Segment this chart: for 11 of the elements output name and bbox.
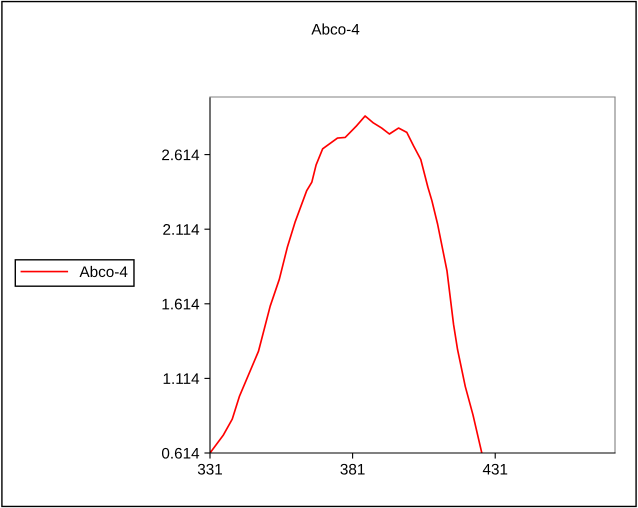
line-series bbox=[210, 115, 483, 453]
x-tick-label: 331 bbox=[198, 464, 222, 475]
x-tick-label: 431 bbox=[482, 464, 508, 475]
y-tick-label: 1.114 bbox=[164, 373, 200, 384]
chart-title: Abco-4 bbox=[311, 23, 360, 35]
legend-label: Abco-4 bbox=[79, 266, 128, 278]
y-tick-label: 0.614 bbox=[162, 448, 200, 459]
y-tick-label: 1.614 bbox=[162, 298, 200, 310]
y-tick-label: 2.614 bbox=[162, 149, 200, 160]
x-tick-label: 381 bbox=[340, 464, 365, 475]
y-tick-label: 2.114 bbox=[163, 224, 200, 235]
